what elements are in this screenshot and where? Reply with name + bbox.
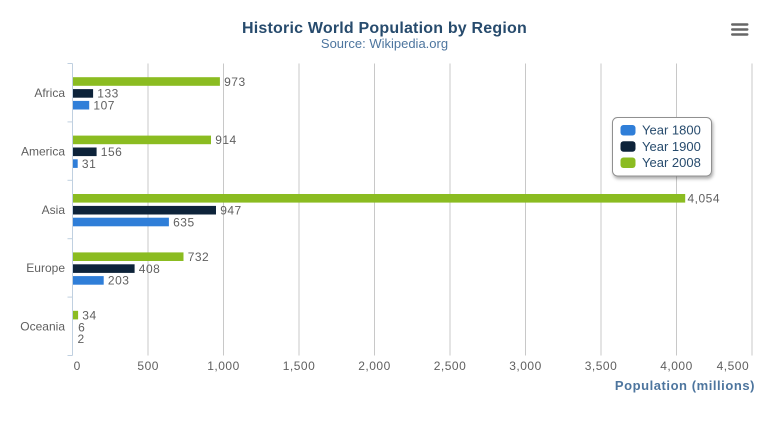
- svg-text:Historic World Population by R: Historic World Population by Region: [242, 20, 527, 37]
- svg-text:4,500: 4,500: [717, 359, 750, 373]
- svg-text:635: 635: [173, 215, 195, 229]
- svg-text:732: 732: [188, 250, 210, 264]
- svg-text:156: 156: [101, 145, 123, 159]
- svg-text:3,000: 3,000: [509, 359, 542, 373]
- svg-text:6: 6: [78, 320, 85, 334]
- svg-text:Year 1800: Year 1800: [642, 123, 701, 138]
- svg-text:Year 1900: Year 1900: [642, 139, 701, 154]
- svg-text:203: 203: [108, 274, 130, 288]
- svg-text:Oceania: Oceania: [20, 320, 65, 334]
- svg-text:31: 31: [82, 157, 96, 171]
- svg-text:Asia: Asia: [42, 203, 66, 217]
- svg-text:107: 107: [93, 99, 115, 113]
- svg-text:0: 0: [74, 359, 81, 373]
- svg-text:1,000: 1,000: [207, 359, 240, 373]
- svg-text:914: 914: [215, 133, 237, 147]
- svg-text:2,500: 2,500: [434, 359, 467, 373]
- svg-text:2: 2: [78, 332, 85, 346]
- svg-text:133: 133: [97, 87, 119, 101]
- svg-text:408: 408: [139, 262, 161, 276]
- svg-text:Year 2008: Year 2008: [642, 155, 701, 170]
- svg-text:3,500: 3,500: [585, 359, 618, 373]
- svg-text:Africa: Africa: [34, 86, 65, 100]
- svg-text:4,054: 4,054: [688, 192, 721, 206]
- svg-text:973: 973: [224, 75, 246, 89]
- svg-text:4,000: 4,000: [660, 359, 693, 373]
- svg-text:1,500: 1,500: [283, 359, 316, 373]
- svg-text:Source: Wikipedia.org: Source: Wikipedia.org: [321, 36, 448, 51]
- svg-text:2,000: 2,000: [358, 359, 391, 373]
- svg-text:947: 947: [220, 204, 242, 218]
- svg-text:34: 34: [82, 308, 96, 322]
- svg-text:America: America: [21, 144, 65, 158]
- svg-text:Europe: Europe: [26, 261, 65, 275]
- svg-text:500: 500: [137, 359, 159, 373]
- svg-text:Population (millions): Population (millions): [615, 378, 755, 393]
